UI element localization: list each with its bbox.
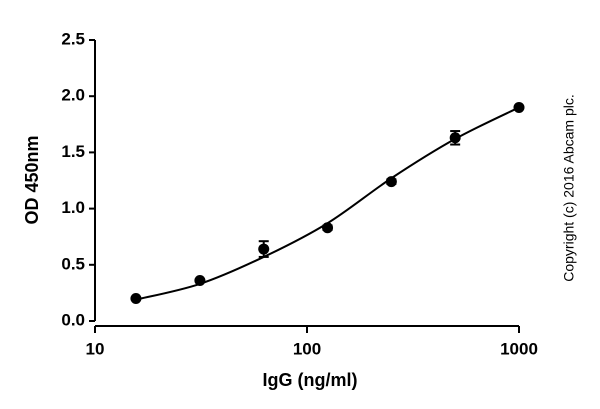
copyright: Copyright (c) 2016 Abcam plc. — [561, 94, 577, 282]
point — [194, 275, 206, 287]
point — [385, 176, 397, 188]
x-tick-label: 1000 — [500, 339, 538, 358]
point — [513, 101, 525, 113]
y-tick-label: 1.5 — [61, 142, 85, 161]
point — [258, 243, 270, 255]
y-axis-title: OD 450nm — [22, 135, 42, 224]
point — [449, 132, 461, 144]
point — [130, 293, 142, 305]
x-tick-label: 10 — [86, 339, 105, 358]
y-tick-label: 2.5 — [61, 29, 85, 48]
y-tick-label: 1.0 — [61, 198, 85, 217]
x-axis-title: IgG (ng/ml) — [263, 370, 358, 390]
y-tick-label: 0.0 — [61, 310, 85, 329]
fit-curve — [135, 106, 520, 301]
x-tick-label: 100 — [293, 339, 321, 358]
y-tick-label: 0.5 — [61, 254, 85, 273]
point — [322, 222, 334, 234]
y-tick-label: 2.0 — [61, 86, 85, 105]
